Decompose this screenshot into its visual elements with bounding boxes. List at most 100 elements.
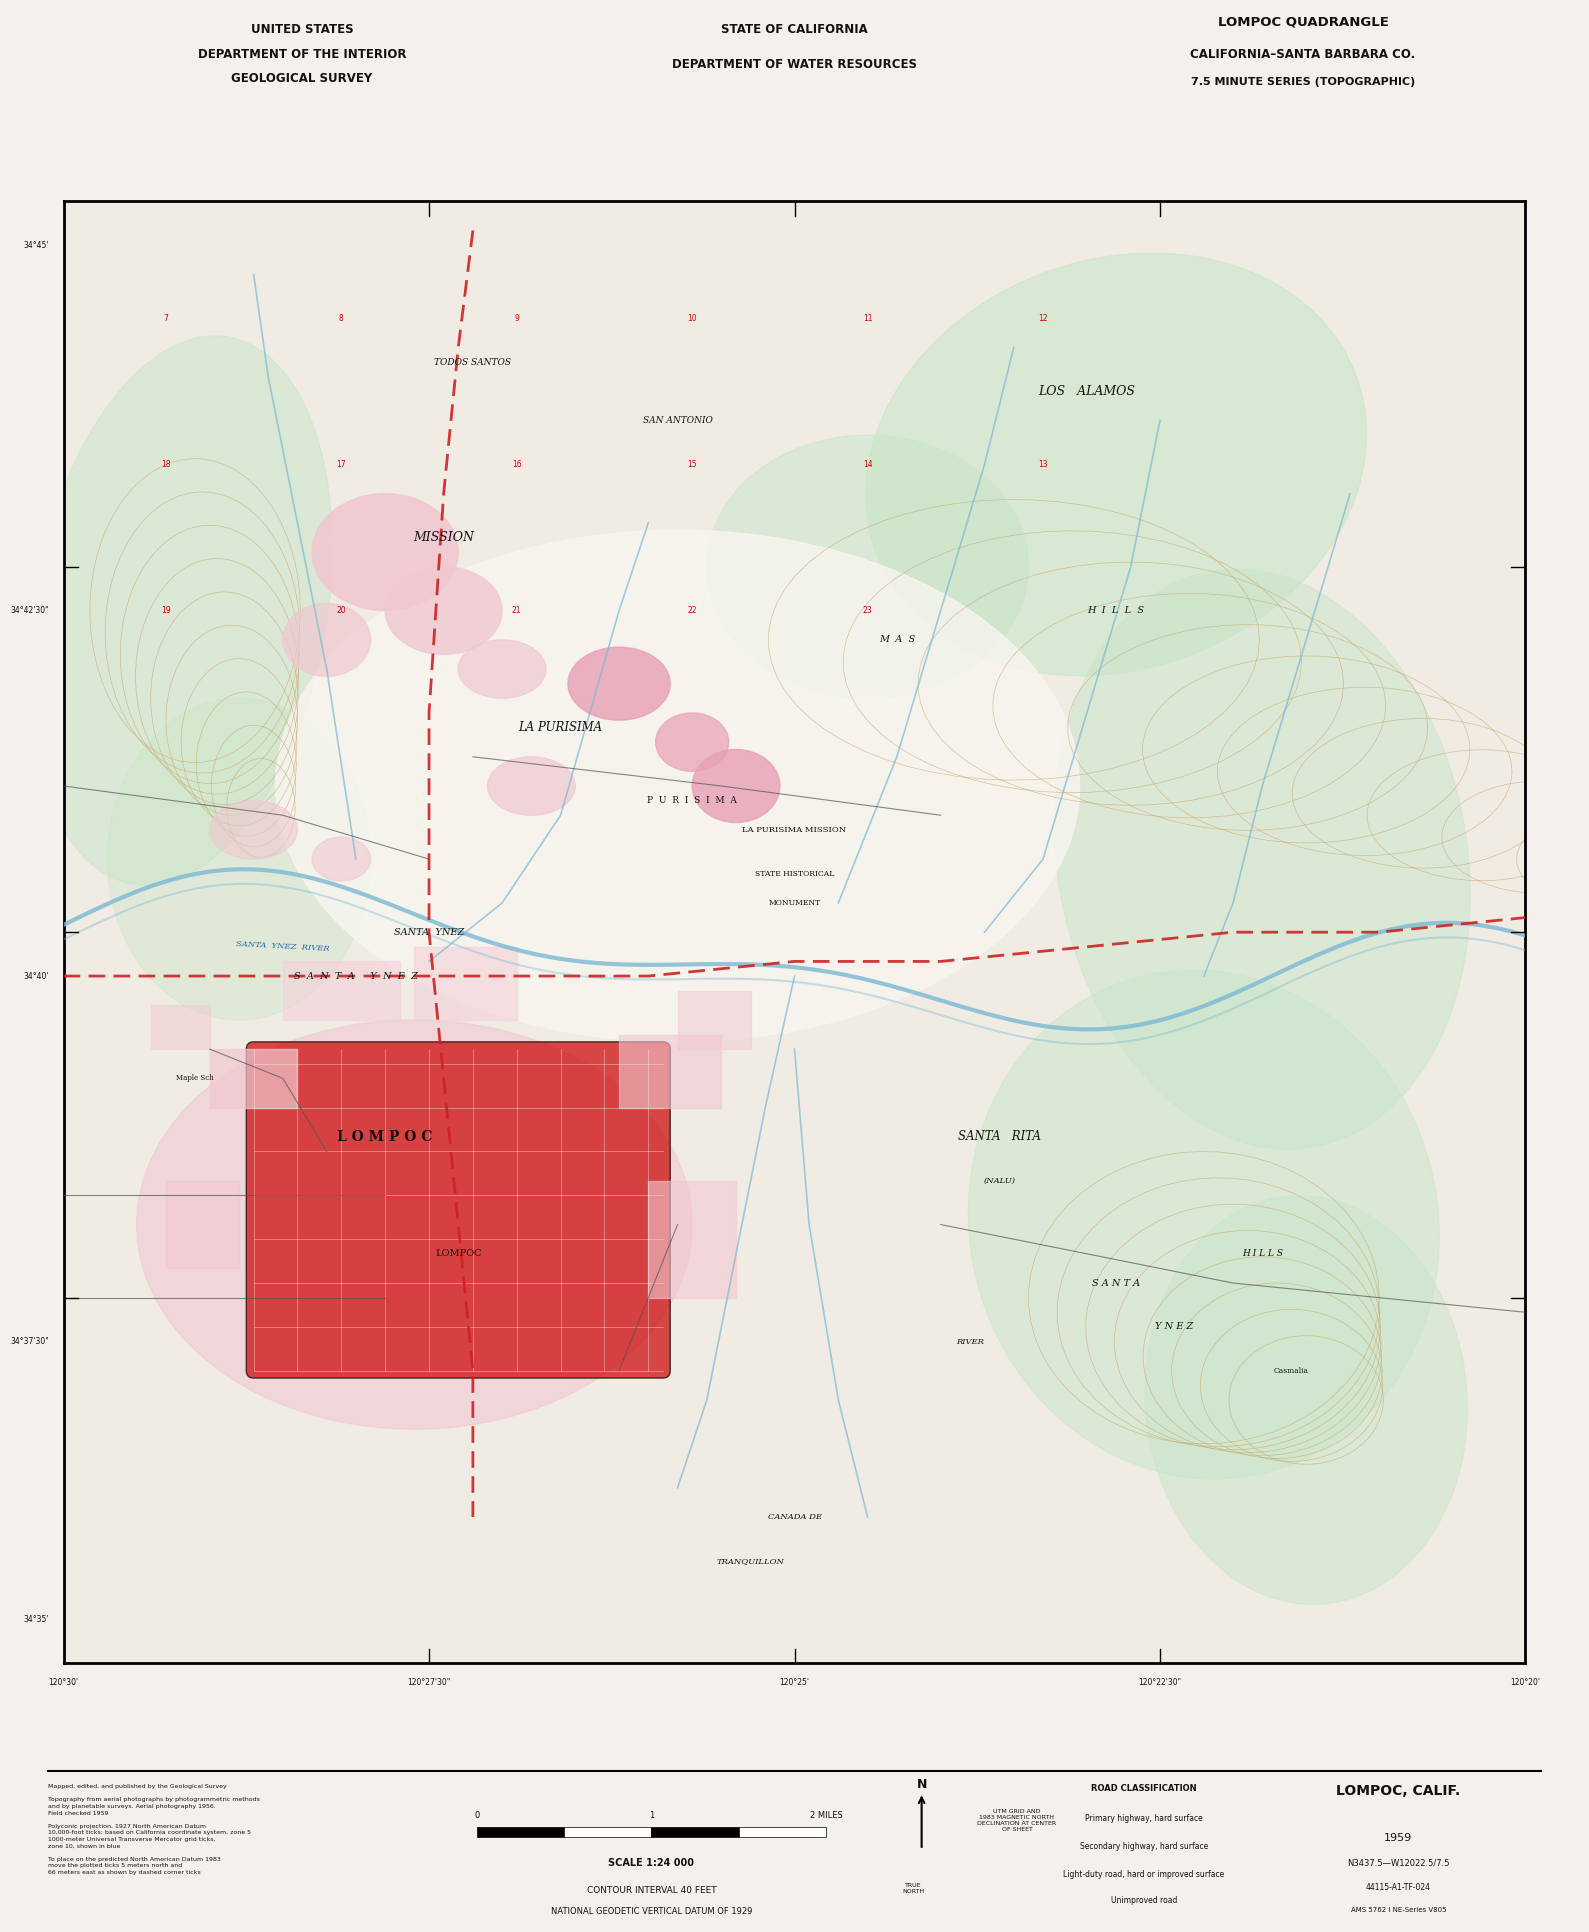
Text: Light-duty road, hard or improved surface: Light-duty road, hard or improved surfac…: [1063, 1870, 1225, 1878]
Ellipse shape: [108, 697, 370, 1020]
Text: Casmalia: Casmalia: [1274, 1366, 1309, 1376]
Bar: [283, 962, 400, 1020]
Ellipse shape: [311, 837, 370, 881]
Text: 22: 22: [688, 607, 698, 614]
Text: 19: 19: [160, 607, 170, 614]
Text: S A N T A: S A N T A: [1092, 1279, 1141, 1287]
Ellipse shape: [275, 529, 1079, 1041]
Ellipse shape: [210, 800, 297, 860]
Text: STATE HISTORICAL: STATE HISTORICAL: [755, 869, 834, 877]
Text: 2 MILES: 2 MILES: [810, 1812, 842, 1820]
Text: MISSION: MISSION: [413, 531, 474, 545]
Text: CONTOUR INTERVAL 40 FEET: CONTOUR INTERVAL 40 FEET: [586, 1886, 717, 1895]
Text: LOS   ALAMOS: LOS ALAMOS: [1038, 384, 1136, 398]
Text: SANTA   RITA: SANTA RITA: [958, 1130, 1041, 1144]
Text: Primary highway, hard surface: Primary highway, hard surface: [1085, 1814, 1203, 1822]
Text: 34°45': 34°45': [24, 242, 49, 249]
Bar: [477, 1828, 564, 1837]
Text: 120°27'30": 120°27'30": [407, 1677, 451, 1687]
Text: 1: 1: [648, 1812, 655, 1820]
Text: P  U  R  I  S  I  M  A: P U R I S I M A: [647, 796, 737, 806]
Bar: [739, 1828, 826, 1837]
Text: RIVER: RIVER: [957, 1337, 984, 1345]
Text: UNITED STATES: UNITED STATES: [251, 23, 353, 37]
Text: LOMPOC: LOMPOC: [435, 1250, 481, 1258]
Ellipse shape: [311, 495, 458, 611]
Bar: [564, 1828, 651, 1837]
Text: 18: 18: [160, 460, 170, 469]
Text: Unimproved road: Unimproved road: [1111, 1895, 1177, 1905]
Text: CALIFORNIA–SANTA BARBARA CO.: CALIFORNIA–SANTA BARBARA CO.: [1190, 48, 1416, 60]
Text: (NALU): (NALU): [984, 1177, 1015, 1184]
Ellipse shape: [656, 713, 729, 771]
Text: 34°35': 34°35': [24, 1615, 49, 1623]
Text: 8: 8: [338, 313, 343, 323]
Ellipse shape: [488, 757, 575, 815]
Text: LA PURISIMA: LA PURISIMA: [518, 721, 602, 734]
Text: Maple Sch: Maple Sch: [176, 1074, 215, 1082]
Ellipse shape: [283, 603, 370, 676]
Ellipse shape: [707, 435, 1028, 697]
Text: 1959: 1959: [1384, 1833, 1413, 1843]
Text: ROAD CLASSIFICATION: ROAD CLASSIFICATION: [1092, 1785, 1197, 1793]
Ellipse shape: [968, 970, 1440, 1480]
FancyBboxPatch shape: [246, 1041, 671, 1378]
Text: L O M P O C: L O M P O C: [337, 1130, 432, 1144]
Text: MONUMENT: MONUMENT: [769, 898, 820, 906]
Ellipse shape: [1146, 1196, 1467, 1604]
Text: 44115-A1-TF-024: 44115-A1-TF-024: [1367, 1882, 1430, 1891]
Text: STATE OF CALIFORNIA: STATE OF CALIFORNIA: [721, 23, 868, 37]
Text: GEOLOGICAL SURVEY: GEOLOGICAL SURVEY: [232, 71, 372, 85]
Ellipse shape: [458, 639, 547, 697]
Text: 13: 13: [1038, 460, 1047, 469]
Ellipse shape: [567, 647, 671, 721]
Bar: [651, 1828, 739, 1837]
Text: 34°40': 34°40': [24, 972, 49, 981]
Ellipse shape: [693, 750, 780, 823]
Text: SANTA  YNEZ: SANTA YNEZ: [394, 927, 464, 937]
Text: N3437.5—W12022.5/7.5: N3437.5—W12022.5/7.5: [1347, 1859, 1449, 1866]
Text: S  A  N  T  A     Y  N  E  Z: S A N T A Y N E Z: [294, 972, 418, 981]
Text: 11: 11: [863, 313, 872, 323]
Text: 16: 16: [512, 460, 521, 469]
Text: 7: 7: [164, 313, 168, 323]
Text: Secondary highway, hard surface: Secondary highway, hard surface: [1081, 1841, 1208, 1851]
Text: 21: 21: [512, 607, 521, 614]
Text: SCALE 1:24 000: SCALE 1:24 000: [609, 1859, 694, 1868]
Bar: [677, 991, 750, 1049]
Text: 120°20': 120°20': [1511, 1677, 1540, 1687]
Text: 0: 0: [474, 1812, 480, 1820]
Text: 20: 20: [337, 607, 346, 614]
Text: CANADA DE: CANADA DE: [767, 1513, 822, 1520]
Text: 9: 9: [515, 313, 520, 323]
Bar: [210, 1049, 297, 1107]
Text: 15: 15: [688, 460, 698, 469]
Text: UTM GRID AND
1983 MAGNETIC NORTH
DECLINATION AT CENTER
OF SHEET: UTM GRID AND 1983 MAGNETIC NORTH DECLINA…: [977, 1808, 1057, 1832]
Text: DEPARTMENT OF THE INTERIOR: DEPARTMENT OF THE INTERIOR: [197, 48, 407, 60]
Text: 14: 14: [863, 460, 872, 469]
Text: 12: 12: [1038, 313, 1047, 323]
Text: 7.5 MINUTE SERIES (TOPOGRAPHIC): 7.5 MINUTE SERIES (TOPOGRAPHIC): [1190, 77, 1416, 87]
Ellipse shape: [137, 1020, 693, 1430]
Bar: [648, 1180, 736, 1298]
Text: AMS 5762 I NE-Series V805: AMS 5762 I NE-Series V805: [1351, 1907, 1446, 1913]
Text: SAN ANTONIO: SAN ANTONIO: [642, 415, 712, 425]
Ellipse shape: [385, 566, 502, 655]
Text: DEPARTMENT OF WATER RESOURCES: DEPARTMENT OF WATER RESOURCES: [672, 58, 917, 71]
Text: M  A  S: M A S: [879, 636, 915, 643]
Text: TODOS SANTOS: TODOS SANTOS: [434, 357, 512, 367]
Text: H  I  L  L  S: H I L L S: [1087, 607, 1144, 614]
Text: 34°42'30": 34°42'30": [10, 607, 49, 614]
Text: 23: 23: [863, 607, 872, 614]
Bar: [165, 1180, 238, 1269]
Ellipse shape: [1055, 570, 1470, 1150]
Text: 120°25': 120°25': [780, 1677, 809, 1687]
Text: LA PURISIMA MISSION: LA PURISIMA MISSION: [742, 825, 847, 835]
Bar: [415, 947, 516, 1020]
Text: LOMPOC, CALIF.: LOMPOC, CALIF.: [1336, 1785, 1460, 1799]
Text: 34°37'30": 34°37'30": [10, 1337, 49, 1347]
Text: 120°30': 120°30': [49, 1677, 78, 1687]
Bar: [151, 1005, 210, 1049]
Text: 120°22'30": 120°22'30": [1138, 1677, 1182, 1687]
Text: N: N: [917, 1777, 926, 1791]
